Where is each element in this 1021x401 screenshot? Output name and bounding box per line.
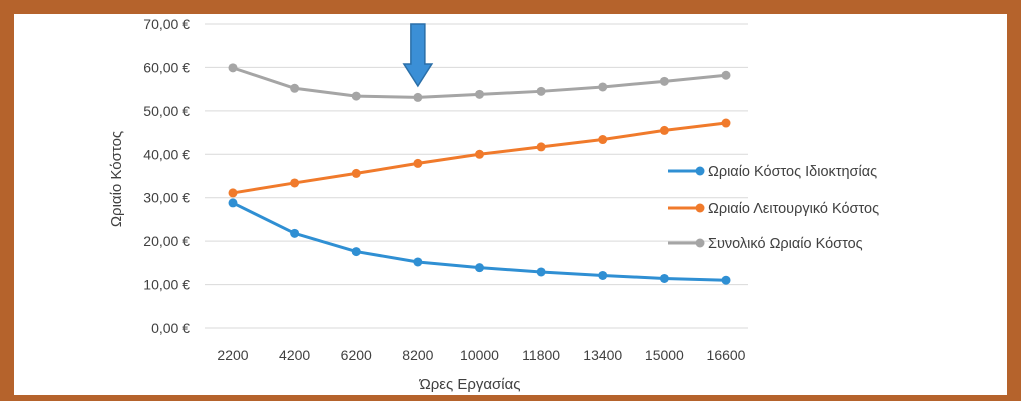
series-1 [228,198,731,285]
x-tick-label: 16600 [707,347,746,363]
legend-entry: Ωριαίο Λειτουργικό Κόστος [668,201,879,217]
series-2 [228,118,731,198]
legend-marker [695,238,705,248]
data-point [536,267,546,277]
annotation [402,23,434,88]
data-point [475,263,484,273]
data-point [475,149,484,159]
series-3 [228,63,731,102]
y-tick-label: 30,00 € [143,190,190,206]
data-point [228,198,238,208]
data-point [598,135,608,145]
legend-entry: Ωριαίο Κόστος Ιδιοκτησίας [668,164,877,180]
data-point [228,188,238,198]
data-point [228,63,238,73]
data-point [721,118,731,128]
x-tick-label: 13400 [583,347,622,363]
down-arrow-icon [402,23,434,88]
data-point [598,82,608,92]
data-point [413,92,423,102]
x-axis-title: Ώρες Εργασίας [418,376,520,393]
x-tick-label: 2200 [217,347,248,363]
data-point [721,275,731,285]
data-point [290,228,300,238]
data-point [290,83,300,93]
y-tick-label: 20,00 € [143,233,190,249]
data-point [598,270,608,280]
data-point [536,142,546,152]
y-tick-label: 70,00 € [143,16,190,32]
data-point [659,125,669,135]
data-point [413,158,423,168]
y-tick-label: 60,00 € [143,59,190,75]
x-tick-label: 8200 [402,347,433,363]
y-axis-title: Ωριαίο Κόστος [108,131,125,227]
data-point [659,273,669,283]
data-point [351,91,361,101]
legend-marker [695,203,705,213]
legend-label: Συνολικό Ωριαίο Κόστος [708,236,863,252]
x-axis-tick-labels: 2200 4200 6200 8200 10000 11800 13400 15000 1660… [217,347,745,363]
legend-label: Ωριαίο Λειτουργικό Κόστος [708,201,879,217]
legend: Ωριαίο Κόστος Ιδιοκτησίας Ωριαίο Λειτουργ… [668,164,879,252]
series-lines [228,63,731,285]
data-point [290,178,300,188]
y-tick-label: 40,00 € [143,146,190,162]
data-point [659,76,669,86]
data-point [721,70,731,80]
x-tick-label: 10000 [460,347,499,363]
y-tick-label: 50,00 € [143,103,190,119]
data-point [413,257,423,267]
data-point [475,89,484,99]
x-tick-label: 4200 [279,347,310,363]
legend-label: Ωριαίο Κόστος Ιδιοκτησίας [708,164,877,180]
x-tick-label: 15000 [645,347,684,363]
x-tick-label: 11800 [522,347,560,363]
y-tick-label: 10,00 € [143,277,190,293]
data-point [351,247,361,257]
y-axis-tick-labels: 0,00 € 10,00 € 20,00 € 30,00 € 40,00 € 50,00 … [143,16,190,336]
y-tick-label: 0,00 € [151,320,190,336]
data-point [536,86,546,96]
legend-marker [695,166,705,176]
x-tick-label: 6200 [341,347,372,363]
legend-entry: Συνολικό Ωριαίο Κόστος [668,236,863,252]
data-point [351,168,361,178]
